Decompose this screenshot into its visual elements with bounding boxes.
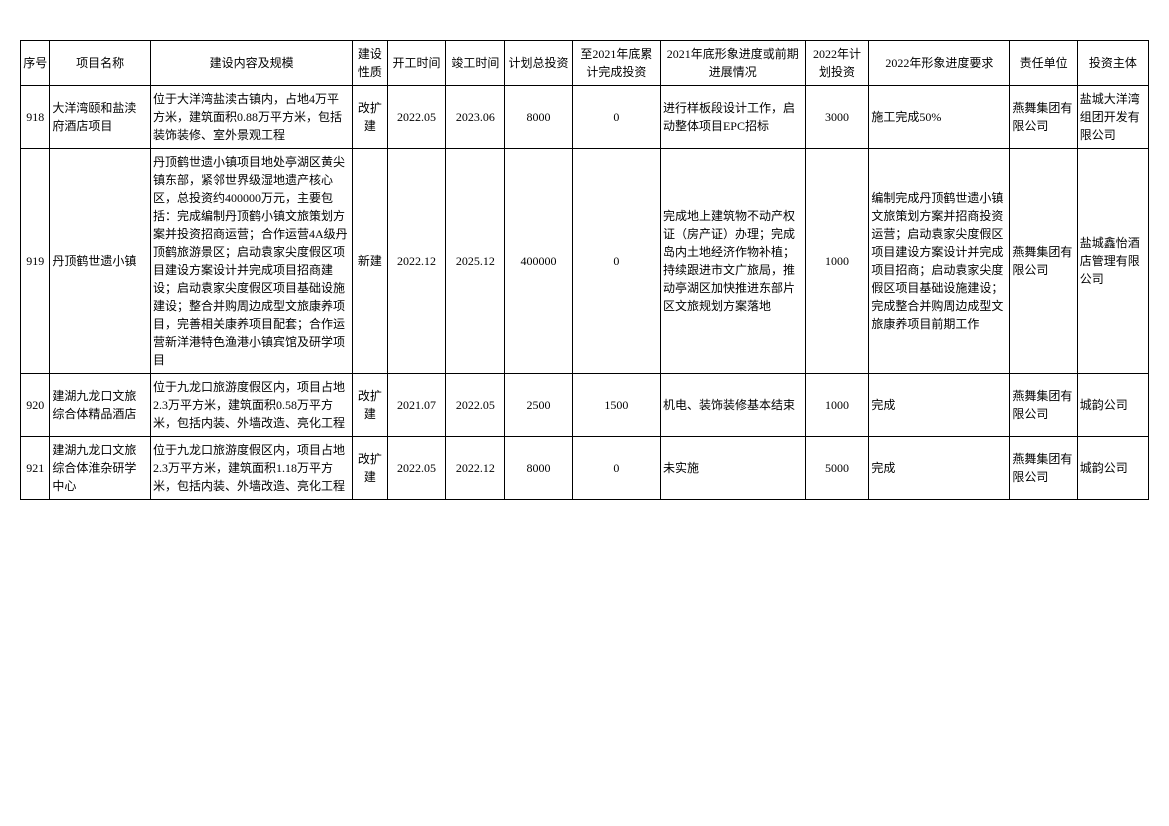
cell-start: 2022.05 — [387, 86, 446, 149]
cell-resp: 燕舞集团有限公司 — [1010, 437, 1077, 500]
cell-total: 8000 — [505, 86, 572, 149]
cell-plan22: 1000 — [805, 374, 869, 437]
cell-invest: 盐城鑫怡酒店管理有限公司 — [1077, 149, 1148, 374]
header-req22: 2022年形象进度要求 — [869, 41, 1010, 86]
cell-invest: 城韵公司 — [1077, 437, 1148, 500]
cell-prog21: 进行样板段设计工作，启动整体项目EPC招标 — [660, 86, 805, 149]
project-table: 序号 项目名称 建设内容及规模 建设性质 开工时间 竣工时间 计划总投资 至20… — [20, 40, 1149, 500]
header-invest: 投资主体 — [1077, 41, 1148, 86]
cell-prog21: 机电、装饰装修基本结束 — [660, 374, 805, 437]
cell-total: 2500 — [505, 374, 572, 437]
cell-plan22: 1000 — [805, 149, 869, 374]
cell-seq: 920 — [21, 374, 50, 437]
header-start: 开工时间 — [387, 41, 446, 86]
header-content: 建设内容及规模 — [150, 41, 352, 86]
cell-seq: 919 — [21, 149, 50, 374]
cell-plan22: 3000 — [805, 86, 869, 149]
cell-content: 位于九龙口旅游度假区内，项目占地2.3万平方米，建筑面积1.18万平方米，包括内… — [150, 437, 352, 500]
cell-req22: 施工完成50% — [869, 86, 1010, 149]
cell-name: 建湖九龙口文旅综合体精品酒店 — [50, 374, 151, 437]
header-resp: 责任单位 — [1010, 41, 1077, 86]
cell-cumul: 0 — [572, 86, 660, 149]
header-prog21: 2021年底形象进度或前期进展情况 — [660, 41, 805, 86]
cell-req22: 完成 — [869, 374, 1010, 437]
cell-resp: 燕舞集团有限公司 — [1010, 374, 1077, 437]
header-cumul: 至2021年底累计完成投资 — [572, 41, 660, 86]
header-seq: 序号 — [21, 41, 50, 86]
cell-start: 2022.05 — [387, 437, 446, 500]
cell-invest: 盐城大洋湾组团开发有限公司 — [1077, 86, 1148, 149]
cell-prog21: 未实施 — [660, 437, 805, 500]
table-row: 919 丹顶鹤世遗小镇 丹顶鹤世遗小镇项目地处亭湖区黄尖镇东部，紧邻世界级湿地遗… — [21, 149, 1149, 374]
cell-name: 建湖九龙口文旅综合体淮杂研学中心 — [50, 437, 151, 500]
header-total: 计划总投资 — [505, 41, 572, 86]
cell-name: 丹顶鹤世遗小镇 — [50, 149, 151, 374]
cell-start: 2021.07 — [387, 374, 446, 437]
cell-content: 位于九龙口旅游度假区内，项目占地2.3万平方米，建筑面积0.58万平方米，包括内… — [150, 374, 352, 437]
header-name: 项目名称 — [50, 41, 151, 86]
cell-end: 2022.05 — [446, 374, 505, 437]
cell-req22: 完成 — [869, 437, 1010, 500]
cell-plan22: 5000 — [805, 437, 869, 500]
header-plan22: 2022年计划投资 — [805, 41, 869, 86]
header-end: 竣工时间 — [446, 41, 505, 86]
cell-name: 大洋湾颐和盐渎府酒店项目 — [50, 86, 151, 149]
header-nature: 建设性质 — [353, 41, 387, 86]
cell-seq: 918 — [21, 86, 50, 149]
cell-nature: 改扩建 — [353, 437, 387, 500]
cell-cumul: 1500 — [572, 374, 660, 437]
table-row: 918 大洋湾颐和盐渎府酒店项目 位于大洋湾盐渎古镇内，占地4万平方米，建筑面积… — [21, 86, 1149, 149]
cell-invest: 城韵公司 — [1077, 374, 1148, 437]
cell-start: 2022.12 — [387, 149, 446, 374]
cell-req22: 编制完成丹顶鹤世遗小镇文旅策划方案并招商投资运营；启动袁家尖度假区项目建设方案设… — [869, 149, 1010, 374]
table-row: 921 建湖九龙口文旅综合体淮杂研学中心 位于九龙口旅游度假区内，项目占地2.3… — [21, 437, 1149, 500]
cell-total: 8000 — [505, 437, 572, 500]
table-body: 918 大洋湾颐和盐渎府酒店项目 位于大洋湾盐渎古镇内，占地4万平方米，建筑面积… — [21, 86, 1149, 500]
cell-nature: 新建 — [353, 149, 387, 374]
cell-end: 2023.06 — [446, 86, 505, 149]
cell-resp: 燕舞集团有限公司 — [1010, 149, 1077, 374]
table-row: 920 建湖九龙口文旅综合体精品酒店 位于九龙口旅游度假区内，项目占地2.3万平… — [21, 374, 1149, 437]
cell-content: 丹顶鹤世遗小镇项目地处亭湖区黄尖镇东部，紧邻世界级湿地遗产核心区，总投资约400… — [150, 149, 352, 374]
cell-content: 位于大洋湾盐渎古镇内，占地4万平方米，建筑面积0.88万平方米，包括装饰装修、室… — [150, 86, 352, 149]
cell-cumul: 0 — [572, 149, 660, 374]
cell-end: 2022.12 — [446, 437, 505, 500]
cell-resp: 燕舞集团有限公司 — [1010, 86, 1077, 149]
cell-prog21: 完成地上建筑物不动产权证（房产证）办理；完成岛内土地经济作物补植；持续跟进市文广… — [660, 149, 805, 374]
cell-end: 2025.12 — [446, 149, 505, 374]
cell-cumul: 0 — [572, 437, 660, 500]
cell-total: 400000 — [505, 149, 572, 374]
header-row: 序号 项目名称 建设内容及规模 建设性质 开工时间 竣工时间 计划总投资 至20… — [21, 41, 1149, 86]
cell-nature: 改扩建 — [353, 86, 387, 149]
cell-nature: 改扩建 — [353, 374, 387, 437]
cell-seq: 921 — [21, 437, 50, 500]
